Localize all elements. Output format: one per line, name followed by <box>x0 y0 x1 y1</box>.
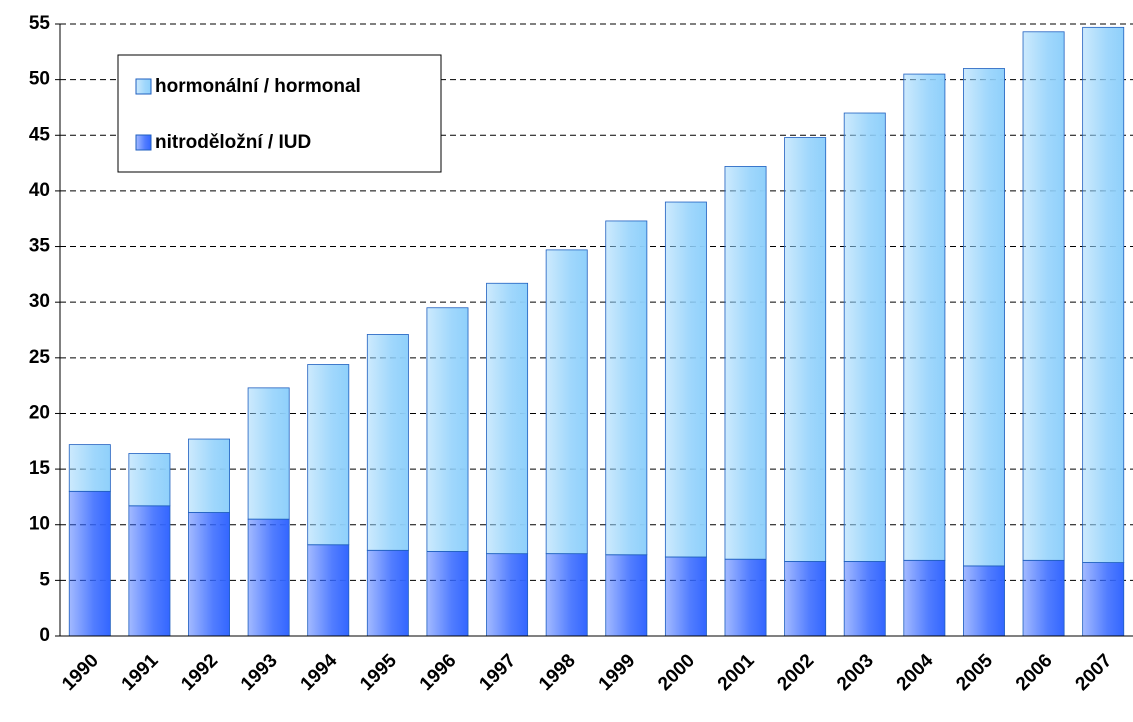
legend: hormonální / hormonal nitroděložní / IUD <box>117 54 442 173</box>
bar-segment <box>605 554 648 637</box>
legend-box <box>117 54 442 173</box>
bar-segment <box>188 512 230 637</box>
bar-segment <box>486 282 529 555</box>
bar-segment <box>545 249 588 555</box>
bar-segment <box>545 553 588 637</box>
x-tick-label: 2006 <box>1012 650 1057 695</box>
bar-segment <box>68 490 111 637</box>
y-tick-label: 10 <box>29 514 50 535</box>
y-tick-label: 35 <box>29 236 51 257</box>
bar-segment <box>664 201 707 558</box>
bar-segment <box>664 556 707 637</box>
y-tick-label: 50 <box>29 69 50 90</box>
y-tick-label: 30 <box>29 291 50 312</box>
bar-segment <box>963 565 1005 637</box>
bar-segment <box>247 518 290 637</box>
bar-segment <box>843 561 886 637</box>
x-tick-label: 2000 <box>654 650 699 695</box>
x-tick-label: 1995 <box>356 650 401 695</box>
bar-segment <box>903 73 946 561</box>
y-tick-label: 25 <box>29 347 51 368</box>
bar-segment <box>1082 26 1125 563</box>
bar-segment <box>366 334 409 551</box>
x-tick-label: 2004 <box>893 650 938 695</box>
x-tick-label: 2002 <box>773 650 818 695</box>
bar-segment <box>486 553 529 637</box>
x-tick-label: 2001 <box>714 650 759 695</box>
bar-segment <box>307 364 350 546</box>
bar-segment <box>247 387 290 520</box>
x-tick-label: 1992 <box>177 650 222 695</box>
x-tick-label: 2005 <box>952 650 997 695</box>
y-tick-label: 0 <box>39 625 50 646</box>
bar-segment <box>188 438 230 513</box>
bar-segment <box>1022 31 1065 561</box>
x-tick-label: 1991 <box>118 650 163 695</box>
legend-label: nitroděložní / IUD <box>155 132 311 153</box>
y-tick-label: 40 <box>29 180 50 201</box>
x-tick-label: 1996 <box>416 650 461 695</box>
bar-segment <box>903 559 946 637</box>
legend-swatch <box>135 78 152 95</box>
bar-segment <box>724 166 767 560</box>
x-tick-label: 1994 <box>297 650 342 695</box>
bar-segment <box>68 444 111 492</box>
bar-segment <box>1022 559 1065 637</box>
bar-segment <box>1082 562 1125 637</box>
bar-segment <box>784 137 827 562</box>
bar-segment <box>426 307 469 552</box>
bar-segment <box>307 544 350 637</box>
bar-segment <box>128 453 171 507</box>
x-tick-label: 1998 <box>535 650 580 695</box>
bar-segment <box>366 549 409 637</box>
legend-swatch <box>135 134 152 151</box>
bar-segment <box>128 505 171 637</box>
y-tick-label: 20 <box>29 402 50 423</box>
x-tick-label: 1990 <box>58 650 103 695</box>
bar-segment <box>605 220 648 556</box>
x-tick-label: 1997 <box>475 650 520 695</box>
x-tick-label: 1993 <box>237 650 282 695</box>
x-tick-label: 2003 <box>833 650 878 695</box>
bar-segment <box>784 561 827 637</box>
y-tick-label: 15 <box>29 458 51 479</box>
bar-segment <box>426 551 469 637</box>
bar-segment <box>963 68 1005 567</box>
y-tick-label: 5 <box>39 569 50 590</box>
x-tick-label: 1999 <box>595 650 640 695</box>
x-tick-label: 2007 <box>1072 650 1117 695</box>
bar-segment <box>724 558 767 637</box>
y-tick-label: 55 <box>29 13 51 34</box>
bar-segment <box>843 112 886 562</box>
y-tick-label: 45 <box>29 124 51 145</box>
legend-label: hormonální / hormonal <box>155 76 361 97</box>
